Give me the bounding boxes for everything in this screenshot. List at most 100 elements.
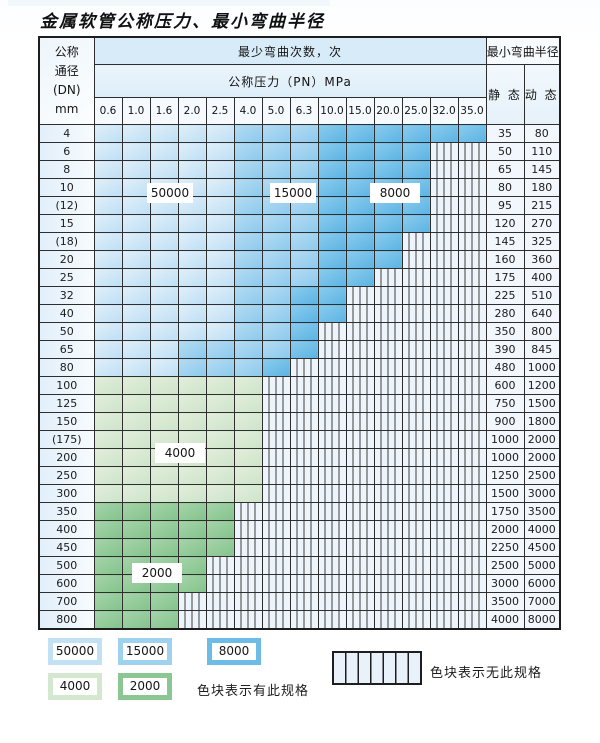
spec-cell-50000 bbox=[121, 340, 151, 359]
spec-cell-2000 bbox=[93, 574, 123, 593]
pressure-col-header: 20.0 bbox=[373, 97, 403, 125]
spec-cell-2000 bbox=[205, 520, 235, 539]
no-spec-cell bbox=[289, 538, 319, 557]
spec-cell-50000 bbox=[121, 358, 151, 377]
no-spec-cell bbox=[317, 520, 347, 539]
dn-cell: 25 bbox=[38, 268, 95, 287]
table-row: 350 1750 3500 bbox=[38, 502, 561, 521]
dn-header-line: 通径 bbox=[54, 63, 79, 78]
no-spec-cell bbox=[289, 520, 319, 539]
no-spec-cell bbox=[457, 322, 487, 341]
static-radius-cell: 3500 bbox=[485, 592, 525, 611]
no-spec-cell bbox=[401, 484, 431, 503]
dn-cell: 6 bbox=[38, 142, 95, 161]
no-spec-cell bbox=[345, 448, 375, 467]
no-spec-cell bbox=[233, 574, 263, 593]
no-spec-cell bbox=[233, 538, 263, 557]
table-row: 500 2500 5000 bbox=[38, 556, 561, 575]
no-spec-cell bbox=[457, 340, 487, 359]
spec-cell-15000 bbox=[289, 250, 319, 269]
no-spec-cell bbox=[373, 592, 403, 611]
spec-cell-15000 bbox=[205, 340, 235, 359]
spec-cell-4000 bbox=[93, 466, 123, 485]
spec-cell-50000 bbox=[93, 124, 123, 143]
no-spec-cell bbox=[401, 520, 431, 539]
no-spec-cell bbox=[457, 358, 487, 377]
spec-cell-50000 bbox=[177, 250, 207, 269]
no-spec-cell bbox=[345, 430, 375, 449]
table-row: 25 175 400 bbox=[38, 268, 561, 287]
no-spec-cell bbox=[261, 466, 291, 485]
no-spec-cell bbox=[401, 502, 431, 521]
static-radius-cell: 1750 bbox=[485, 502, 525, 521]
spec-cell-2000 bbox=[121, 520, 151, 539]
no-spec-cell bbox=[401, 268, 431, 287]
no-spec-cell bbox=[401, 358, 431, 377]
spec-cell-4000 bbox=[121, 430, 151, 449]
table-row: 250 1250 2500 bbox=[38, 466, 561, 485]
spec-cell-15000 bbox=[233, 250, 263, 269]
spec-cell-4000 bbox=[233, 466, 263, 485]
spec-cell-2000 bbox=[121, 610, 151, 629]
no-spec-cell bbox=[457, 592, 487, 611]
spec-cell-8000 bbox=[317, 160, 347, 179]
static-radius-cell: 225 bbox=[485, 286, 525, 305]
spec-cell-4000 bbox=[177, 484, 207, 503]
spec-cell-15000 bbox=[261, 304, 291, 323]
static-radius-cell: 750 bbox=[485, 394, 525, 413]
no-spec-cell bbox=[345, 412, 375, 431]
dynamic-radius-cell: 110 bbox=[523, 142, 561, 161]
no-spec-cell bbox=[373, 304, 403, 323]
no-spec-cell bbox=[429, 214, 459, 233]
table-row: 50 350 800 bbox=[38, 322, 561, 341]
no-spec-cell bbox=[205, 592, 235, 611]
spec-cell-15000 bbox=[205, 358, 235, 377]
spec-cell-15000 bbox=[261, 160, 291, 179]
no-spec-cell bbox=[457, 430, 487, 449]
no-spec-cell bbox=[429, 232, 459, 251]
table-row: 200 1000 2000 bbox=[38, 448, 561, 467]
no-spec-cell bbox=[373, 610, 403, 629]
spec-cell-50000 bbox=[205, 268, 235, 287]
dn-cell: 10 bbox=[38, 178, 95, 197]
dn-cell: (175) bbox=[38, 430, 95, 449]
no-spec-cell bbox=[457, 610, 487, 629]
spec-cell-2000 bbox=[149, 610, 179, 629]
pressure-col-header: 15.0 bbox=[345, 97, 375, 125]
spec-cell-4000 bbox=[93, 484, 123, 503]
no-spec-cell bbox=[261, 574, 291, 593]
dynamic-radius-cell: 2000 bbox=[523, 430, 561, 449]
no-spec-cell bbox=[373, 286, 403, 305]
spec-cell-50000 bbox=[205, 178, 235, 197]
no-spec-cell bbox=[289, 448, 319, 467]
no-spec-cell bbox=[401, 466, 431, 485]
spec-cell-15000 bbox=[233, 268, 263, 287]
spec-cell-8000 bbox=[317, 178, 347, 197]
legend-has-spec-text: 色块表示有此规格 bbox=[197, 684, 310, 699]
spec-cell-50000 bbox=[93, 178, 123, 197]
dynamic-radius-cell: 5000 bbox=[523, 556, 561, 575]
spec-cell-50000 bbox=[93, 358, 123, 377]
spec-cell-15000 bbox=[261, 232, 291, 251]
no-spec-cell bbox=[373, 412, 403, 431]
no-spec-cell bbox=[429, 142, 459, 161]
spec-cell-15000 bbox=[177, 340, 207, 359]
no-spec-cell bbox=[457, 412, 487, 431]
dynamic-radius-cell: 180 bbox=[523, 178, 561, 197]
no-spec-cell bbox=[429, 250, 459, 269]
no-spec-cell bbox=[205, 574, 235, 593]
dn-cell: 450 bbox=[38, 538, 95, 557]
no-spec-cell bbox=[289, 610, 319, 629]
legend-swatch-15000: 15000 bbox=[118, 638, 172, 665]
spec-cell-50000 bbox=[121, 178, 151, 197]
table-row: (18) 145 325 bbox=[38, 232, 561, 251]
dynamic-radius-cell: 270 bbox=[523, 214, 561, 233]
static-radius-cell: 600 bbox=[485, 376, 525, 395]
dynamic-radius-cell: 8000 bbox=[523, 610, 561, 629]
table-row: 150 900 1800 bbox=[38, 412, 561, 431]
spec-cell-8000 bbox=[317, 196, 347, 215]
no-spec-cell bbox=[401, 232, 431, 251]
spec-cell-50000 bbox=[149, 214, 179, 233]
spec-cell-50000 bbox=[121, 322, 151, 341]
